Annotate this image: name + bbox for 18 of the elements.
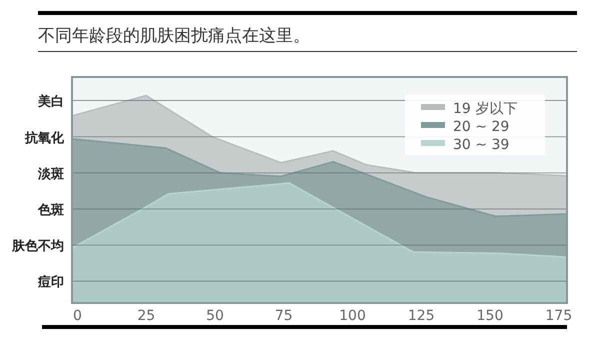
legend-label: 19 岁以下: [453, 101, 518, 117]
x-tick-label: 150: [476, 308, 504, 324]
ref-line-label: 美白: [37, 93, 64, 110]
x-tick-label: 25: [137, 308, 156, 324]
ref-line-label: 痘印: [37, 274, 64, 290]
legend-label: 20 ~ 29: [453, 119, 510, 135]
x-tick-label: 75: [274, 308, 293, 324]
x-tick-label: 100: [339, 308, 366, 324]
x-tick-label: 0: [73, 308, 82, 324]
x-tick-label: 50: [206, 308, 224, 324]
x-tick-label: 175: [545, 308, 572, 324]
ref-line-label: 色斑: [37, 202, 64, 218]
legend-label: 30 ~ 39: [453, 137, 510, 153]
x-tick-label: 125: [408, 308, 435, 324]
ref-line-label: 淡斑: [37, 166, 64, 182]
chart-title: 不同年龄段的肌肤困扰痛点在这里。: [38, 26, 310, 46]
ref-line-label: 抗氧化: [24, 130, 65, 146]
ref-line-label: 肤色不均: [11, 239, 64, 254]
